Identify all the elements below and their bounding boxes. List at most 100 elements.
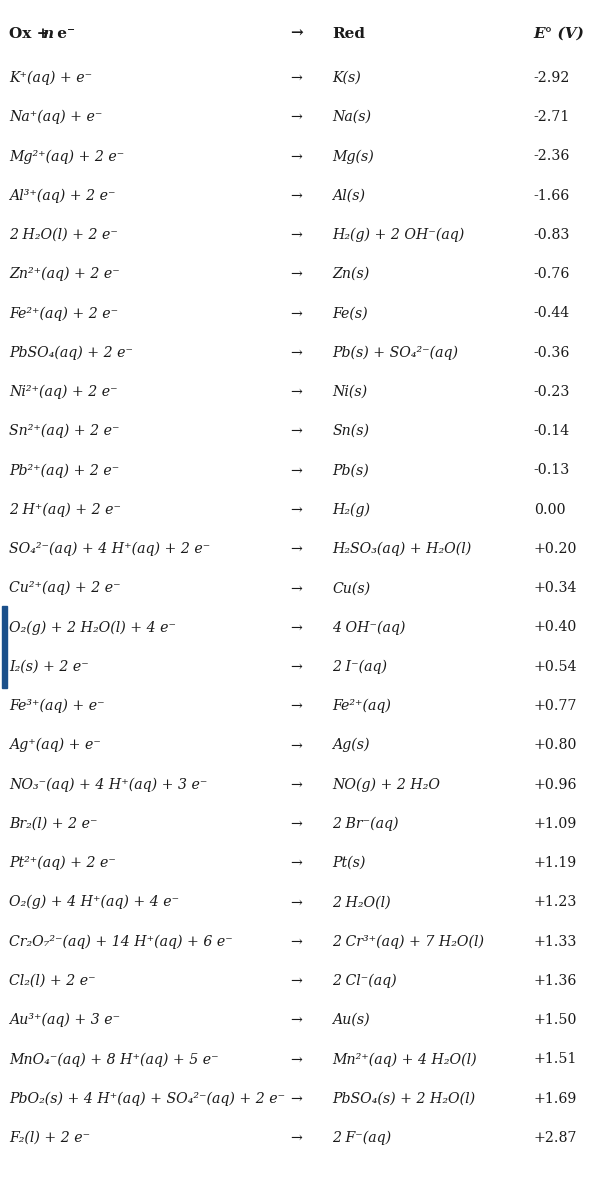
Text: →: →	[290, 620, 301, 634]
Text: 2 Cr³⁺(aq) + 7 H₂O(l): 2 Cr³⁺(aq) + 7 H₂O(l)	[332, 935, 484, 949]
Text: →: →	[290, 582, 301, 595]
Text: Fe(s): Fe(s)	[332, 306, 368, 321]
Text: MnO₄⁻(aq) + 8 H⁺(aq) + 5 e⁻: MnO₄⁻(aq) + 8 H⁺(aq) + 5 e⁻	[9, 1052, 219, 1067]
Text: H₂(g): H₂(g)	[332, 503, 370, 517]
Text: 2 H₂O(l) + 2 e⁻: 2 H₂O(l) + 2 e⁻	[9, 227, 118, 242]
Text: PbO₂(s) + 4 H⁺(aq) + SO₄²⁻(aq) + 2 e⁻: PbO₂(s) + 4 H⁺(aq) + SO₄²⁻(aq) + 2 e⁻	[9, 1092, 285, 1106]
Text: +1.69: +1.69	[534, 1092, 577, 1106]
Text: Fe³⁺(aq) + e⁻: Fe³⁺(aq) + e⁻	[9, 699, 105, 713]
Text: Cl₂(l) + 2 e⁻: Cl₂(l) + 2 e⁻	[9, 974, 96, 988]
Text: →: →	[290, 424, 301, 438]
Text: →: →	[290, 26, 303, 41]
Text: +1.09: +1.09	[534, 816, 577, 831]
Text: e⁻: e⁻	[52, 26, 76, 41]
Text: NO₃⁻(aq) + 4 H⁺(aq) + 3 e⁻: NO₃⁻(aq) + 4 H⁺(aq) + 3 e⁻	[9, 777, 207, 791]
Text: 4 OH⁻(aq): 4 OH⁻(aq)	[332, 620, 406, 634]
Text: 2 H⁺(aq) + 2 e⁻: 2 H⁺(aq) + 2 e⁻	[9, 503, 121, 517]
Text: Cu(s): Cu(s)	[332, 582, 371, 595]
Text: K(s): K(s)	[332, 71, 361, 85]
Text: O₂(g) + 4 H⁺(aq) + 4 e⁻: O₂(g) + 4 H⁺(aq) + 4 e⁻	[9, 895, 179, 910]
Text: →: →	[290, 816, 301, 831]
Text: Ag(s): Ag(s)	[332, 739, 370, 753]
Text: →: →	[290, 974, 301, 988]
Text: Ni²⁺(aq) + 2 e⁻: Ni²⁺(aq) + 2 e⁻	[9, 384, 118, 399]
Text: Pb²⁺(aq) + 2 e⁻: Pb²⁺(aq) + 2 e⁻	[9, 463, 120, 478]
Text: Ox +: Ox +	[9, 26, 55, 41]
Text: +1.19: +1.19	[534, 856, 577, 870]
Text: Zn²⁺(aq) + 2 e⁻: Zn²⁺(aq) + 2 e⁻	[9, 267, 120, 281]
Text: +0.96: +0.96	[534, 778, 577, 791]
Text: →: →	[290, 267, 301, 281]
Text: -2.92: -2.92	[534, 71, 570, 85]
Text: +1.51: +1.51	[534, 1052, 577, 1067]
Text: Mg(s): Mg(s)	[332, 150, 374, 164]
Text: -2.36: -2.36	[534, 150, 570, 163]
Text: Ni(s): Ni(s)	[332, 385, 368, 399]
Text: -0.36: -0.36	[534, 346, 570, 359]
Text: 0.00: 0.00	[534, 503, 565, 517]
Text: →: →	[290, 1052, 301, 1067]
Text: Br₂(l) + 2 e⁻: Br₂(l) + 2 e⁻	[9, 816, 98, 831]
Text: →: →	[290, 463, 301, 478]
Text: →: →	[290, 385, 301, 399]
Text: +0.34: +0.34	[534, 582, 577, 595]
Text: 2 I⁻(aq): 2 I⁻(aq)	[332, 660, 387, 674]
Text: →: →	[290, 110, 301, 124]
Text: Na(s): Na(s)	[332, 110, 371, 124]
Text: Sn(s): Sn(s)	[332, 424, 370, 438]
Text: Al³⁺(aq) + 2 e⁻: Al³⁺(aq) + 2 e⁻	[9, 188, 116, 202]
Text: →: →	[290, 1131, 301, 1144]
Text: Pt²⁺(aq) + 2 e⁻: Pt²⁺(aq) + 2 e⁻	[9, 856, 116, 870]
Text: 2 Br⁻(aq): 2 Br⁻(aq)	[332, 816, 399, 831]
Text: Al(s): Al(s)	[332, 189, 365, 202]
Text: -0.14: -0.14	[534, 424, 570, 438]
Text: +1.33: +1.33	[534, 935, 577, 948]
Text: PbSO₄(s) + 2 H₂O(l): PbSO₄(s) + 2 H₂O(l)	[332, 1092, 476, 1106]
Text: F₂(l) + 2 e⁻: F₂(l) + 2 e⁻	[9, 1131, 90, 1144]
Text: +2.87: +2.87	[534, 1131, 577, 1144]
Text: Pb(s): Pb(s)	[332, 463, 369, 478]
Text: →: →	[290, 895, 301, 910]
Text: Pb(s) + SO₄²⁻(aq): Pb(s) + SO₄²⁻(aq)	[332, 346, 459, 360]
Text: Na⁺(aq) + e⁻: Na⁺(aq) + e⁻	[9, 110, 102, 124]
Text: →: →	[290, 1013, 301, 1027]
Text: H₂SO₃(aq) + H₂O(l): H₂SO₃(aq) + H₂O(l)	[332, 542, 472, 557]
Text: →: →	[290, 935, 301, 948]
Text: SO₄²⁻(aq) + 4 H⁺(aq) + 2 e⁻: SO₄²⁻(aq) + 4 H⁺(aq) + 2 e⁻	[9, 542, 210, 557]
Text: →: →	[290, 503, 301, 517]
Text: Ag⁺(aq) + e⁻: Ag⁺(aq) + e⁻	[9, 739, 101, 753]
Text: →: →	[290, 71, 301, 85]
Text: +1.23: +1.23	[534, 895, 577, 910]
Text: Red: Red	[332, 26, 365, 41]
Text: -0.44: -0.44	[534, 306, 570, 321]
Text: -0.83: -0.83	[534, 227, 570, 242]
Text: Cr₂O₇²⁻(aq) + 14 H⁺(aq) + 6 e⁻: Cr₂O₇²⁻(aq) + 14 H⁺(aq) + 6 e⁻	[9, 935, 233, 949]
Text: -0.76: -0.76	[534, 267, 570, 281]
Text: -1.66: -1.66	[534, 189, 570, 202]
Text: -0.13: -0.13	[534, 463, 570, 478]
Text: →: →	[290, 542, 301, 555]
Text: →: →	[290, 699, 301, 713]
Text: →: →	[290, 739, 301, 752]
Text: -0.23: -0.23	[534, 385, 570, 399]
Text: K⁺(aq) + e⁻: K⁺(aq) + e⁻	[9, 71, 92, 85]
Text: PbSO₄(aq) + 2 e⁻: PbSO₄(aq) + 2 e⁻	[9, 346, 133, 360]
Text: Cu²⁺(aq) + 2 e⁻: Cu²⁺(aq) + 2 e⁻	[9, 581, 121, 595]
Text: n: n	[42, 26, 53, 41]
Text: 2 F⁻(aq): 2 F⁻(aq)	[332, 1131, 392, 1146]
Text: Fe²⁺(aq) + 2 e⁻: Fe²⁺(aq) + 2 e⁻	[9, 306, 118, 321]
Text: →: →	[290, 856, 301, 870]
Text: H₂(g) + 2 OH⁻(aq): H₂(g) + 2 OH⁻(aq)	[332, 227, 465, 242]
Text: E° (V): E° (V)	[534, 26, 584, 41]
Text: Au(s): Au(s)	[332, 1013, 370, 1027]
Text: Sn²⁺(aq) + 2 e⁻: Sn²⁺(aq) + 2 e⁻	[9, 424, 120, 438]
Text: →: →	[290, 306, 301, 321]
Text: Mn²⁺(aq) + 4 H₂O(l): Mn²⁺(aq) + 4 H₂O(l)	[332, 1052, 477, 1067]
Text: Pt(s): Pt(s)	[332, 856, 366, 870]
Text: →: →	[290, 189, 301, 202]
Text: -2.71: -2.71	[534, 110, 570, 124]
Text: →: →	[290, 660, 301, 674]
Text: I₂(s) + 2 e⁻: I₂(s) + 2 e⁻	[9, 660, 89, 674]
Text: +1.50: +1.50	[534, 1013, 577, 1027]
Text: +1.36: +1.36	[534, 974, 577, 988]
